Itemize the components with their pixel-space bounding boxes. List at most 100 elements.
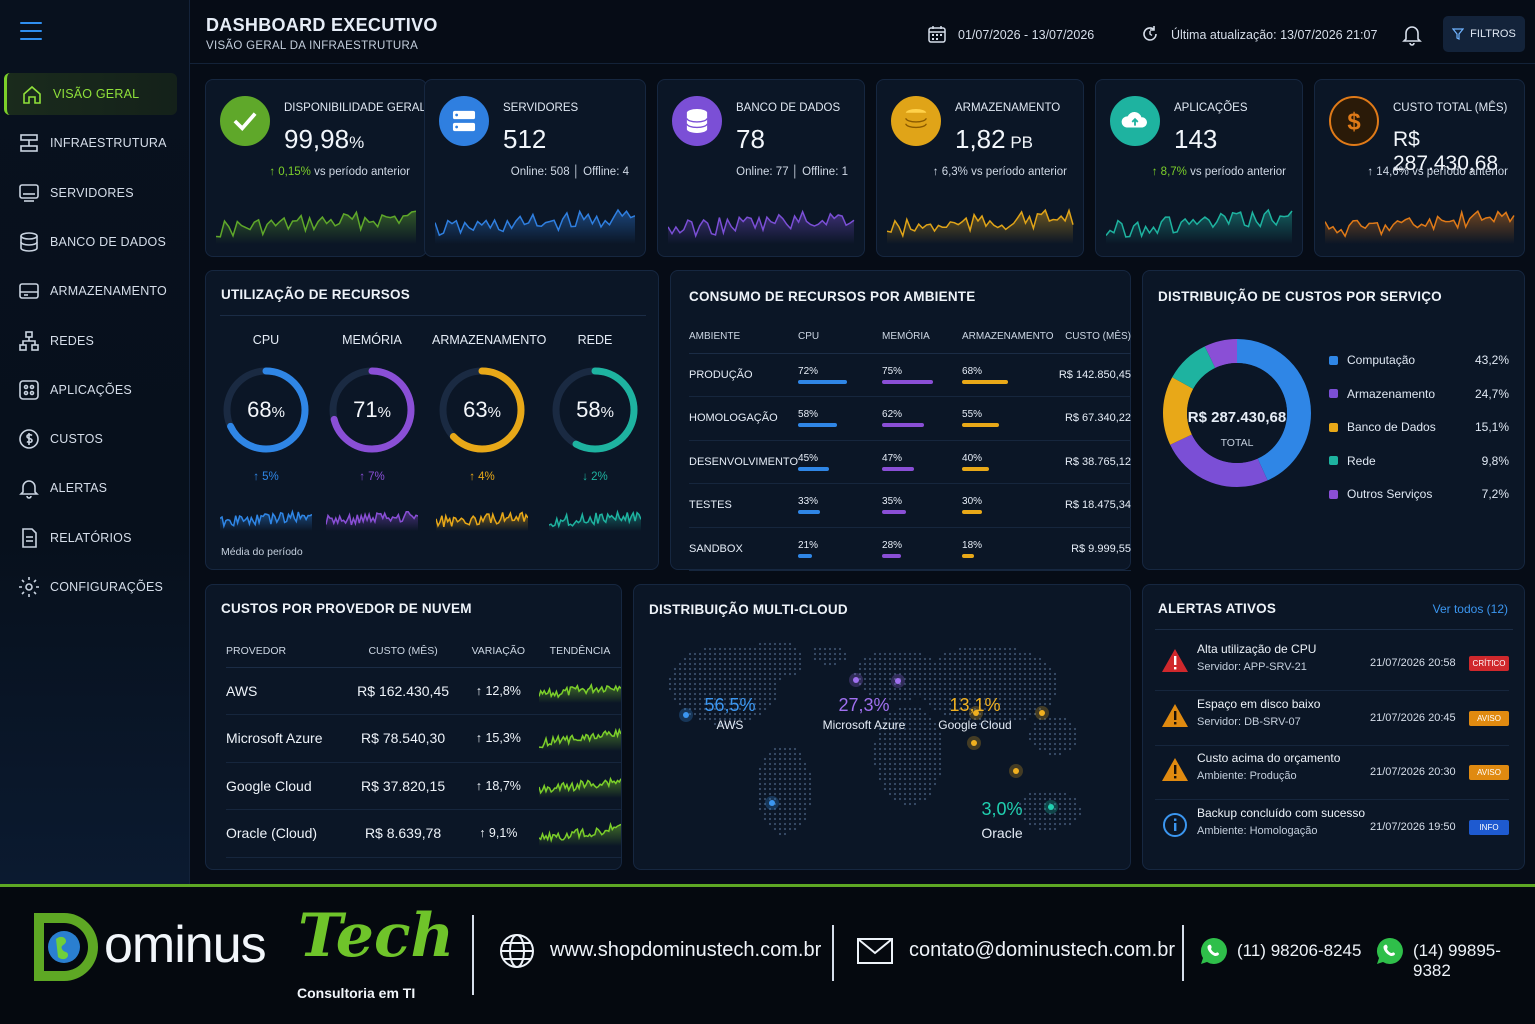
map-dot <box>883 742 887 746</box>
table-row[interactable]: TESTES 33% 35% 30% R$ 18.475,34 <box>689 483 1131 528</box>
map-dot <box>1058 727 1062 731</box>
map-dot <box>753 687 757 691</box>
legend-item[interactable]: Banco de Dados 15,1% <box>1329 420 1509 434</box>
sidebar-item-configurações[interactable]: CONFIGURAÇÕES <box>4 566 177 608</box>
sidebar-item-custos[interactable]: CUSTOS <box>4 418 177 460</box>
map-pin[interactable] <box>1039 710 1045 716</box>
menu-icon[interactable] <box>20 22 42 40</box>
map-pin[interactable] <box>1013 768 1019 774</box>
phone-1[interactable]: (11) 98206-8245 <box>1237 941 1362 960</box>
kpi-card-0[interactable]: DISPONIBILIDADE GERAL 99,98% ↑ 0,15% vs pe… <box>205 79 427 257</box>
map-pin[interactable] <box>971 740 977 746</box>
legend-item[interactable]: Computação 43,2% <box>1329 353 1509 367</box>
map-dot <box>948 667 952 671</box>
table-row[interactable]: DESENVOLVIMENTO 45% 47% 40% R$ 38.765,12 <box>689 440 1131 484</box>
map-dot <box>708 692 712 696</box>
phone-2[interactable]: (14) 99895-9382 <box>1413 941 1501 980</box>
map-dot <box>878 762 882 766</box>
table-row[interactable]: AWS R$ 162.430,45 ↑ 12,8% <box>226 667 622 715</box>
donut-slice[interactable] <box>1163 339 1311 487</box>
table-row[interactable]: Microsoft Azure R$ 78.540,30 ↑ 15,3% <box>226 714 622 763</box>
map-dot <box>883 782 887 786</box>
map-pin[interactable] <box>973 710 979 716</box>
map-dot <box>923 662 927 666</box>
legend-value: 7,2% <box>1481 487 1509 501</box>
refresh-icon[interactable] <box>1140 24 1160 44</box>
sidebar-item-visão-geral[interactable]: VISÃO GERAL <box>4 73 177 115</box>
alert-item[interactable]: Backup concluído com sucesso Ambiente: Ho… <box>1155 801 1509 855</box>
kpi-card-5[interactable]: $ CUSTO TOTAL (MÊS) R$ 287.430,68 ↑ 14,6% v… <box>1314 79 1525 257</box>
map-dot <box>1003 667 1007 671</box>
alert-item[interactable]: Espaço em disco baixo Servidor: DB-SRV-07… <box>1155 692 1509 746</box>
map-dot <box>928 717 932 721</box>
table-row[interactable]: PRODUÇÃO 72% 75% 68% R$ 142.850,45 <box>689 353 1131 397</box>
map-dot <box>743 717 747 721</box>
map-dot <box>963 677 967 681</box>
legend-item[interactable]: Rede 9,8% <box>1329 454 1509 468</box>
map-dot <box>998 707 1002 711</box>
map-dot <box>798 782 802 786</box>
map-dot <box>773 782 777 786</box>
map-dot <box>1018 702 1022 706</box>
gauge-unit: % <box>487 404 501 421</box>
table-row[interactable]: SANDBOX 21% 28% 18% R$ 9.999,55 <box>689 527 1131 571</box>
map-dot <box>693 687 697 691</box>
kpi-card-2[interactable]: BANCO DE DADOS 78 Online: 77 │ Offline: 1 <box>657 79 865 257</box>
map-dot <box>673 677 677 681</box>
map-dot <box>678 682 682 686</box>
map-pin[interactable] <box>683 712 689 718</box>
map-dot <box>703 647 707 651</box>
legend-item[interactable]: Outros Serviços 7,2% <box>1329 487 1509 501</box>
website-link[interactable]: www.shopdominustech.com.br <box>550 939 822 961</box>
map-dot <box>763 802 767 806</box>
map-pin[interactable] <box>1048 804 1054 810</box>
donut-slice[interactable] <box>1163 339 1311 487</box>
kpi-card-1[interactable]: SERVIDORES 512 Online: 508 │ Offline: 4 <box>424 79 646 257</box>
sidebar-item-infraestrutura[interactable]: INFRAESTRUTURA <box>4 122 177 164</box>
map-dot <box>1028 667 1032 671</box>
sidebar-item-banco-de-dados[interactable]: BANCO DE DADOS <box>4 221 177 263</box>
sidebar-item-redes[interactable]: REDES <box>4 320 177 362</box>
map-dot <box>1023 712 1027 716</box>
table-row[interactable]: HOMOLOGAÇÃO 58% 62% 55% R$ 67.340,22 <box>689 396 1131 441</box>
sidebar-item-armazenamento[interactable]: ARMAZENAMENTO <box>4 270 177 312</box>
alert-item[interactable]: Alta utilização de CPU Servidor: APP-SRV-… <box>1155 637 1509 691</box>
map-dot <box>1053 722 1057 726</box>
kpi-card-3[interactable]: ARMAZENAMENTO 1,82 PB ↑ 6,3% vs período an… <box>876 79 1084 257</box>
map-dot <box>918 747 922 751</box>
table-row[interactable]: Oracle (Cloud) R$ 8.639,78 ↑ 9,1% <box>226 809 622 858</box>
map-dot <box>808 777 812 781</box>
map-dot <box>718 652 722 656</box>
map-pin[interactable] <box>853 677 859 683</box>
alert-item[interactable]: Custo acima do orçamento Ambiente: Produç… <box>1155 746 1509 800</box>
kpi-subtext: Online: 77 │ Offline: 1 <box>736 166 848 178</box>
view-all-alerts-link[interactable]: Ver todos (12) <box>1432 602 1508 616</box>
map-dot <box>918 707 922 711</box>
map-dot <box>783 762 787 766</box>
donut-slice[interactable] <box>1163 339 1311 487</box>
bell-icon[interactable] <box>1402 24 1422 46</box>
sidebar-item-servidores[interactable]: SERVIDORES <box>4 172 177 214</box>
map-dot <box>768 807 772 811</box>
map-dot <box>888 722 892 726</box>
map-dot <box>888 712 892 716</box>
calendar-icon[interactable] <box>927 24 947 44</box>
email-link[interactable]: contato@dominustech.com.br <box>909 939 1175 961</box>
kpi-card-4[interactable]: APLICAÇÕES 143 ↑ 8,7% vs período anterior <box>1095 79 1303 257</box>
map-pin[interactable] <box>769 800 775 806</box>
sidebar-item-aplicações[interactable]: APLICAÇÕES <box>4 369 177 411</box>
sidebar-item-alertas[interactable]: ALERTAS <box>4 467 177 509</box>
map-dot <box>968 702 972 706</box>
map-dot <box>1023 687 1027 691</box>
map-dot <box>1053 802 1057 806</box>
map-pin[interactable] <box>895 678 901 684</box>
sidebar-item-relatórios[interactable]: RELATÓRIOS <box>4 517 177 559</box>
filters-button[interactable]: FILTROS <box>1443 16 1525 52</box>
legend-item[interactable]: Armazenamento 24,7% <box>1329 387 1509 401</box>
map-dot <box>733 647 737 651</box>
map-dot <box>763 677 767 681</box>
map-dot <box>978 657 982 661</box>
table-row[interactable]: Google Cloud R$ 37.820,15 ↑ 18,7% <box>226 762 622 810</box>
map-dot <box>1038 827 1042 831</box>
date-range[interactable]: 01/07/2026 - 13/07/2026 <box>958 28 1095 42</box>
